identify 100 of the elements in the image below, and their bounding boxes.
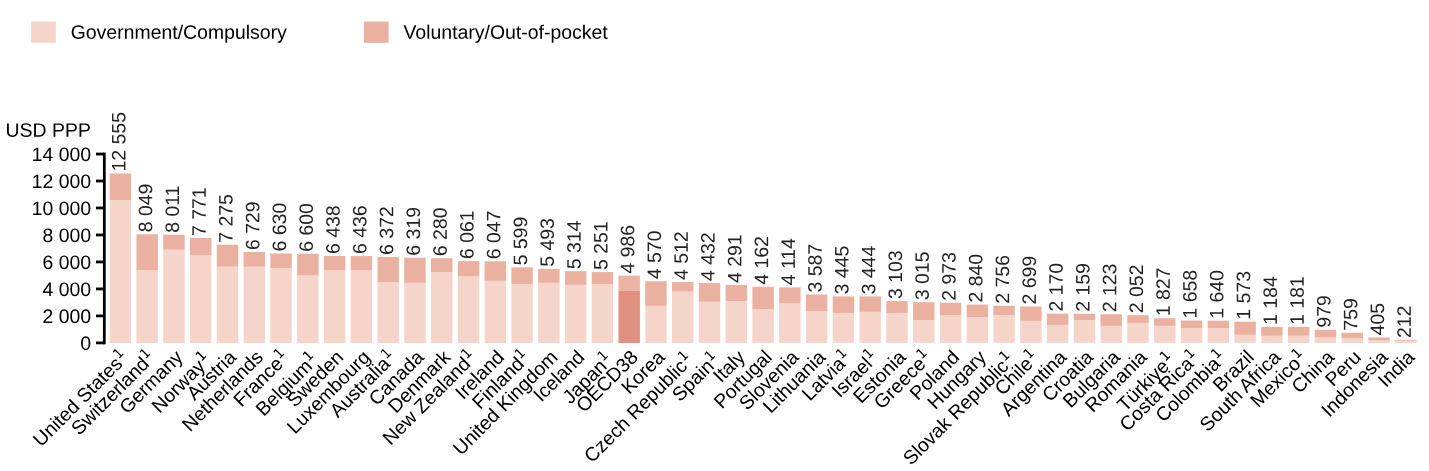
- bar: [136, 234, 158, 271]
- bar: [1020, 320, 1042, 343]
- bar: [1127, 322, 1149, 343]
- total-label: 3 445: [834, 246, 849, 294]
- total-label: 2 756: [995, 255, 1010, 303]
- bar: [698, 283, 721, 302]
- y-tick-label: 8 000: [43, 228, 91, 243]
- bar: [725, 285, 748, 302]
- bar: [404, 282, 426, 343]
- total-label: 5 599: [513, 217, 528, 265]
- bar: [859, 296, 881, 312]
- total-label: 8 011: [165, 186, 180, 232]
- bar: [190, 255, 212, 343]
- bar: [1127, 315, 1149, 323]
- total-label: 759: [1343, 299, 1358, 330]
- bar: [645, 305, 667, 343]
- bar: [591, 284, 614, 343]
- bar: [672, 291, 694, 343]
- bar: [1234, 321, 1256, 335]
- bar: [752, 286, 774, 310]
- bar: [913, 302, 935, 320]
- bar: [913, 319, 935, 343]
- total-label: 8 049: [138, 184, 153, 232]
- total-label: 5 251: [593, 222, 608, 270]
- bar: [270, 268, 292, 343]
- bar: [886, 301, 908, 314]
- total-label: 979: [1316, 296, 1331, 327]
- bar: [859, 311, 881, 343]
- bar: [1314, 336, 1337, 343]
- total-label: 2 973: [941, 252, 956, 300]
- total-label: 5 493: [540, 218, 555, 266]
- bar: [779, 303, 801, 343]
- total-label: 2 159: [1075, 264, 1090, 311]
- y-tick-label: 12 000: [33, 174, 91, 189]
- bar: [297, 275, 319, 343]
- bar: [1180, 320, 1203, 329]
- bar: [1100, 314, 1122, 326]
- bar: [993, 305, 1015, 316]
- bar: [1154, 318, 1176, 326]
- total-label: 6 280: [433, 208, 447, 256]
- bar: [1207, 328, 1230, 343]
- y-axis-title: USD PPP: [7, 123, 90, 137]
- bar: [966, 317, 989, 343]
- bar: [618, 275, 640, 291]
- bar: [1073, 319, 1096, 343]
- bar: [832, 296, 855, 314]
- bar: [1154, 325, 1176, 343]
- total-label: 6 630: [272, 203, 287, 251]
- bar: [805, 311, 828, 343]
- bar: [297, 253, 319, 276]
- bar: [270, 253, 292, 269]
- bar: [109, 173, 132, 200]
- bar: [591, 272, 614, 285]
- bar: [1020, 306, 1042, 321]
- total-label: 4 432: [700, 233, 715, 281]
- total-label: 4 162: [754, 237, 769, 285]
- bar: [1234, 334, 1256, 343]
- total-label: 4 512: [674, 232, 688, 280]
- y-tick-label: 2 000: [43, 309, 91, 324]
- total-label: 6 061: [459, 211, 474, 259]
- bar: [1314, 329, 1337, 337]
- bar: [939, 302, 962, 316]
- bar: [1341, 332, 1363, 338]
- bar: [136, 270, 158, 343]
- total-label: 405: [1370, 303, 1385, 335]
- legend-label: Voluntary/Out-of-pocket: [403, 24, 608, 43]
- bar: [243, 266, 265, 343]
- bar: [190, 238, 212, 256]
- total-label: 3 015: [915, 252, 929, 300]
- total-label: 5 314: [567, 221, 581, 269]
- total-label: 1 640: [1209, 270, 1224, 318]
- bar: [1287, 335, 1310, 343]
- bar: [484, 280, 507, 343]
- bar: [832, 313, 855, 343]
- total-label: 6 729: [245, 202, 260, 250]
- total-label: 3 103: [888, 251, 903, 299]
- bar: [725, 301, 748, 343]
- total-label: 6 319: [406, 207, 421, 255]
- bar: [457, 276, 480, 343]
- bar: [564, 271, 587, 285]
- total-label: 6 047: [486, 211, 501, 259]
- bar: [805, 294, 828, 312]
- bar: [457, 261, 480, 277]
- bar: [109, 199, 132, 343]
- bar: [323, 270, 346, 343]
- bar: [350, 256, 373, 271]
- bar: [1261, 335, 1283, 343]
- total-label: 1 181: [1290, 277, 1304, 324]
- total-label: 2 052: [1129, 265, 1144, 313]
- total-label: 1 573: [1236, 271, 1251, 319]
- bar: [698, 301, 721, 343]
- bar: [939, 315, 962, 343]
- total-label: 4 986: [620, 225, 635, 274]
- total-label: 1 658: [1183, 270, 1197, 318]
- bar: [377, 282, 399, 343]
- y-tick-label: 14 000: [33, 147, 91, 162]
- y-tick-label: 0: [81, 336, 91, 351]
- bar: [779, 287, 801, 304]
- total-label: 12 555: [111, 112, 126, 170]
- total-label: 6 600: [299, 203, 314, 251]
